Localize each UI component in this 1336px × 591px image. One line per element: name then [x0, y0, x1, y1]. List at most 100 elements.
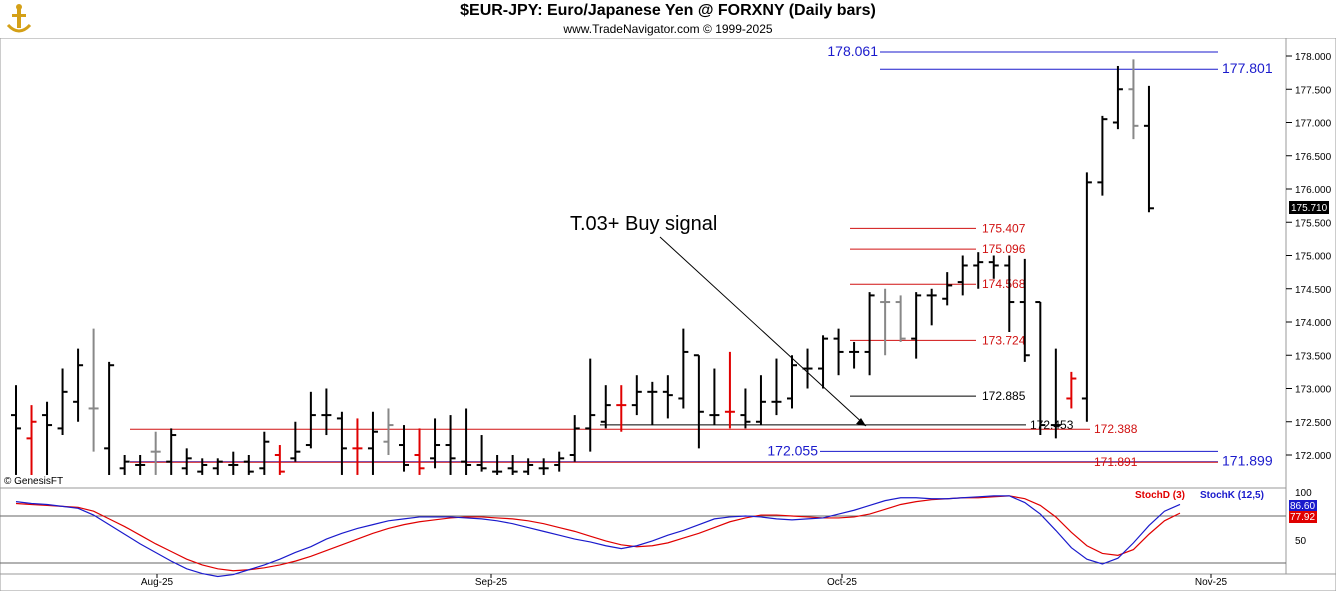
ohlc-bar — [957, 255, 968, 296]
time-tick-label: Oct-25 — [827, 577, 857, 588]
ohlc-bar — [259, 431, 270, 475]
ohlc-bar — [1112, 65, 1123, 130]
stoch-d-value-box — [1289, 511, 1317, 523]
stoch-series-line — [15, 495, 1181, 578]
ohlc-bar — [849, 341, 860, 369]
chart-subtitle: www.TradeNavigator.com © 1999-2025 — [563, 22, 773, 36]
price-tick-label: 175.500 — [1295, 218, 1332, 229]
stoch-d-legend: StochD (3) — [1135, 490, 1185, 501]
annotation-arrow — [659, 236, 867, 427]
ohlc-bar — [274, 445, 285, 475]
ohlc-bar — [1035, 301, 1046, 436]
ohlc-bar — [507, 455, 518, 475]
ohlc-bar — [771, 358, 782, 416]
ohlc-bar — [600, 385, 611, 429]
stoch-tick-label: 100 — [1295, 488, 1312, 499]
ohlc-bar — [942, 272, 953, 306]
ohlc-bar — [724, 351, 735, 429]
time-tick-label: Nov-25 — [1195, 577, 1228, 588]
price-bars — [11, 59, 1154, 475]
level-label: 175.096 — [982, 242, 1026, 256]
stoch-panel-background — [0, 487, 1287, 575]
level-label: 178.061 — [827, 43, 878, 59]
level-label: 175.407 — [982, 221, 1026, 235]
chart-header: $EUR-JPY: Euro/Japanese Yen @ FORXNY (Da… — [0, 0, 1336, 38]
tradenavigator-logo-icon — [6, 4, 32, 33]
price-tick-label: 174.500 — [1295, 285, 1332, 296]
level-label: 173.724 — [982, 333, 1026, 347]
ohlc-bar — [336, 411, 347, 475]
price-tick-label: 173.000 — [1295, 385, 1332, 396]
ohlc-bar — [1128, 59, 1139, 140]
ohlc-bar — [492, 455, 503, 475]
ohlc-bar — [880, 288, 891, 356]
ohlc-bar — [11, 385, 21, 475]
time-tick-label: Aug-25 — [141, 577, 174, 588]
stoch-reference-line — [0, 515, 1286, 564]
ohlc-bar — [988, 255, 999, 279]
ohlc-bar — [895, 295, 906, 342]
ohlc-bar — [73, 348, 84, 422]
ohlc-bar — [569, 415, 580, 462]
ohlc-bar — [243, 455, 254, 475]
ohlc-bar — [305, 391, 316, 449]
ohlc-bar — [1097, 115, 1108, 196]
level-label: 172.055 — [767, 442, 818, 458]
level-label: 172.885 — [982, 389, 1026, 403]
ohlc-bar — [414, 428, 425, 475]
ohlc-bar — [197, 458, 208, 475]
ohlc-bar — [383, 408, 394, 455]
ohlc-bar — [616, 385, 627, 432]
watermark: © GenesisFT — [4, 476, 63, 487]
ohlc-bar — [585, 358, 596, 452]
ohlc-bar — [833, 328, 844, 376]
ohlc-bar — [538, 458, 549, 475]
ohlc-bar — [104, 361, 115, 475]
ohlc-bar — [399, 425, 409, 472]
price-tick-label: 173.500 — [1295, 351, 1332, 362]
ohlc-bar — [1066, 371, 1077, 409]
level-label: 172.388 — [1094, 422, 1138, 436]
ohlc-bar — [135, 455, 146, 475]
annotation-arrowhead — [856, 418, 866, 426]
ohlc-bar — [740, 388, 751, 429]
price-tick-label: 172.000 — [1295, 451, 1332, 462]
ohlc-bar — [352, 418, 363, 475]
ohlc-bar — [693, 354, 704, 449]
level-label: 177.801 — [1222, 60, 1273, 76]
ohlc-bar — [430, 418, 441, 469]
annotation-text: T.03+ Buy signal — [570, 213, 717, 235]
ohlc-bar — [523, 458, 534, 475]
level-lines: 178.061 177.801 175.407 175.096 174.568 173.7… — [130, 43, 1273, 469]
ohlc-bar — [212, 458, 223, 475]
level-label: 171.899 — [1222, 453, 1273, 469]
time-axis[interactable] — [0, 573, 1336, 591]
price-tick-label: 172.500 — [1295, 418, 1332, 429]
ohlc-bar — [181, 448, 192, 475]
ohlc-bar — [818, 335, 829, 389]
ohlc-bar — [321, 388, 332, 436]
ohlc-bar — [926, 288, 937, 326]
ohlc-bar — [445, 415, 456, 475]
last-price-label: 175.710 — [1291, 203, 1328, 214]
ohlc-bar — [150, 431, 161, 475]
time-tick-label: Sep-25 — [475, 577, 508, 588]
ohlc-bar — [1019, 258, 1030, 362]
level-label: 174.568 — [982, 277, 1026, 291]
ohlc-bar — [476, 435, 487, 472]
level-label: 171.891 — [1094, 455, 1138, 469]
ohlc-bar — [662, 375, 673, 419]
price-axis[interactable] — [1285, 37, 1336, 575]
stoch-k-value: 86.60 — [1290, 501, 1315, 512]
stochastic-lines — [15, 495, 1181, 578]
last-price-box — [1289, 201, 1329, 214]
stoch-series-line — [15, 495, 1181, 572]
ohlc-bar — [228, 451, 239, 475]
ohlc-bar — [554, 451, 565, 472]
stoch-tick-label: 50 — [1295, 536, 1307, 547]
ohlc-bar — [57, 368, 68, 436]
ohlc-bar — [1081, 172, 1092, 422]
price-tick-label: 177.500 — [1295, 85, 1332, 96]
chart-title: $EUR-JPY: Euro/Japanese Yen @ FORXNY (Da… — [460, 2, 876, 19]
